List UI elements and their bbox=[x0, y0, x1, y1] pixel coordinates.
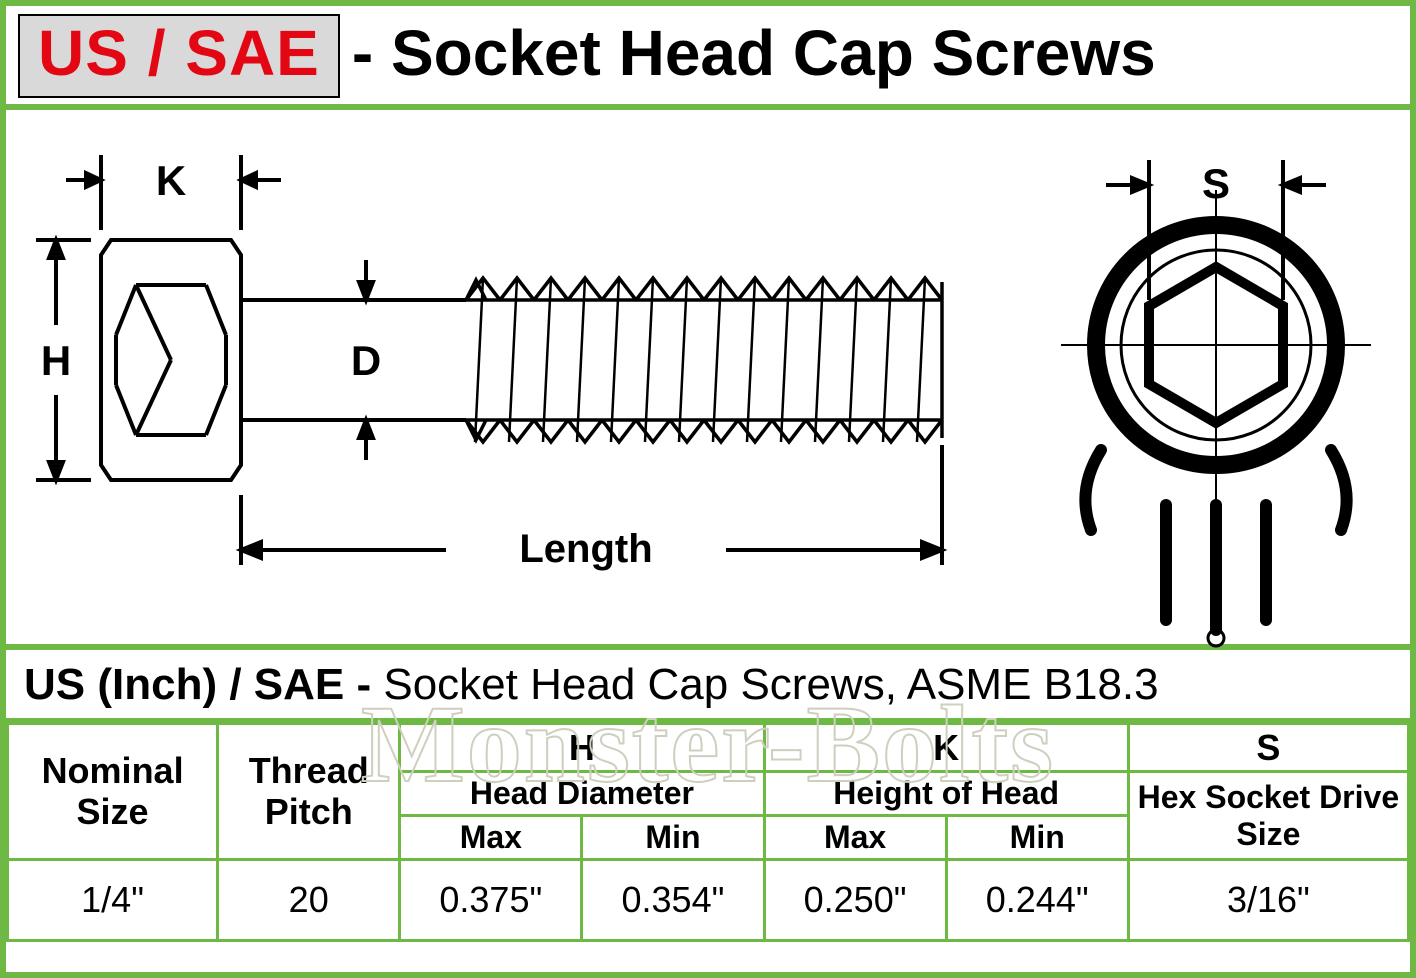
hdr-S-desc: Hex Socket Drive Size bbox=[1128, 772, 1408, 860]
label-Length: Length bbox=[519, 527, 652, 571]
dim-Length: Length bbox=[241, 445, 942, 571]
table-title-rest: Socket Head Cap Screws, ASME B18.3 bbox=[383, 660, 1158, 709]
hdr-K-min: Min bbox=[946, 816, 1128, 860]
title-bar: US / SAE - Socket Head Cap Screws bbox=[6, 6, 1410, 110]
cell-h-max: 0.375" bbox=[400, 859, 582, 940]
cell-k-min: 0.244" bbox=[946, 859, 1128, 940]
hdr-H-desc: Head Diameter bbox=[400, 772, 764, 816]
dim-H: H bbox=[36, 240, 91, 480]
screw-top-view bbox=[1061, 190, 1371, 500]
cell-k-max: 0.250" bbox=[764, 859, 946, 940]
label-S: S bbox=[1202, 160, 1230, 207]
cell-h-min: 0.354" bbox=[582, 859, 764, 940]
hdr-S-letter: S bbox=[1128, 724, 1408, 772]
hdr-H-max: Max bbox=[400, 816, 582, 860]
hdr-K-desc: Height of Head bbox=[764, 772, 1128, 816]
hdr-H-min: Min bbox=[582, 816, 764, 860]
label-H: H bbox=[41, 337, 71, 384]
diagram-area: K H D bbox=[6, 110, 1410, 650]
hdr-pitch: Thread Pitch bbox=[218, 724, 400, 860]
spec-table: Nominal Size Thread Pitch H K S Head Dia… bbox=[6, 722, 1410, 942]
title-rest: - Socket Head Cap Screws bbox=[352, 16, 1156, 90]
label-D: D bbox=[351, 337, 381, 384]
hdr-H-letter: H bbox=[400, 724, 764, 772]
label-K: K bbox=[156, 157, 186, 204]
title-highlight: US / SAE bbox=[38, 17, 320, 89]
main-container: US / SAE - Socket Head Cap Screws bbox=[0, 0, 1416, 978]
table-title: US (Inch) / SAE - Socket Head Cap Screws… bbox=[6, 650, 1410, 722]
hdr-K-max: Max bbox=[764, 816, 946, 860]
table-title-prefix: US (Inch) / SAE - bbox=[24, 660, 383, 709]
dim-D: D bbox=[351, 260, 381, 460]
screw-head bbox=[101, 240, 241, 480]
dim-K: K bbox=[66, 155, 281, 230]
cell-nominal: 1/4" bbox=[8, 859, 218, 940]
hdr-K-letter: K bbox=[764, 724, 1128, 772]
screw-diagram: K H D bbox=[6, 110, 1410, 650]
cell-s: 3/16" bbox=[1128, 859, 1408, 940]
title-highlight-box: US / SAE bbox=[18, 14, 340, 98]
cell-pitch: 20 bbox=[218, 859, 400, 940]
table-row: 1/4" 20 0.375" 0.354" 0.250" 0.244" 3/16… bbox=[8, 859, 1409, 940]
hdr-nominal: Nominal Size bbox=[8, 724, 218, 860]
